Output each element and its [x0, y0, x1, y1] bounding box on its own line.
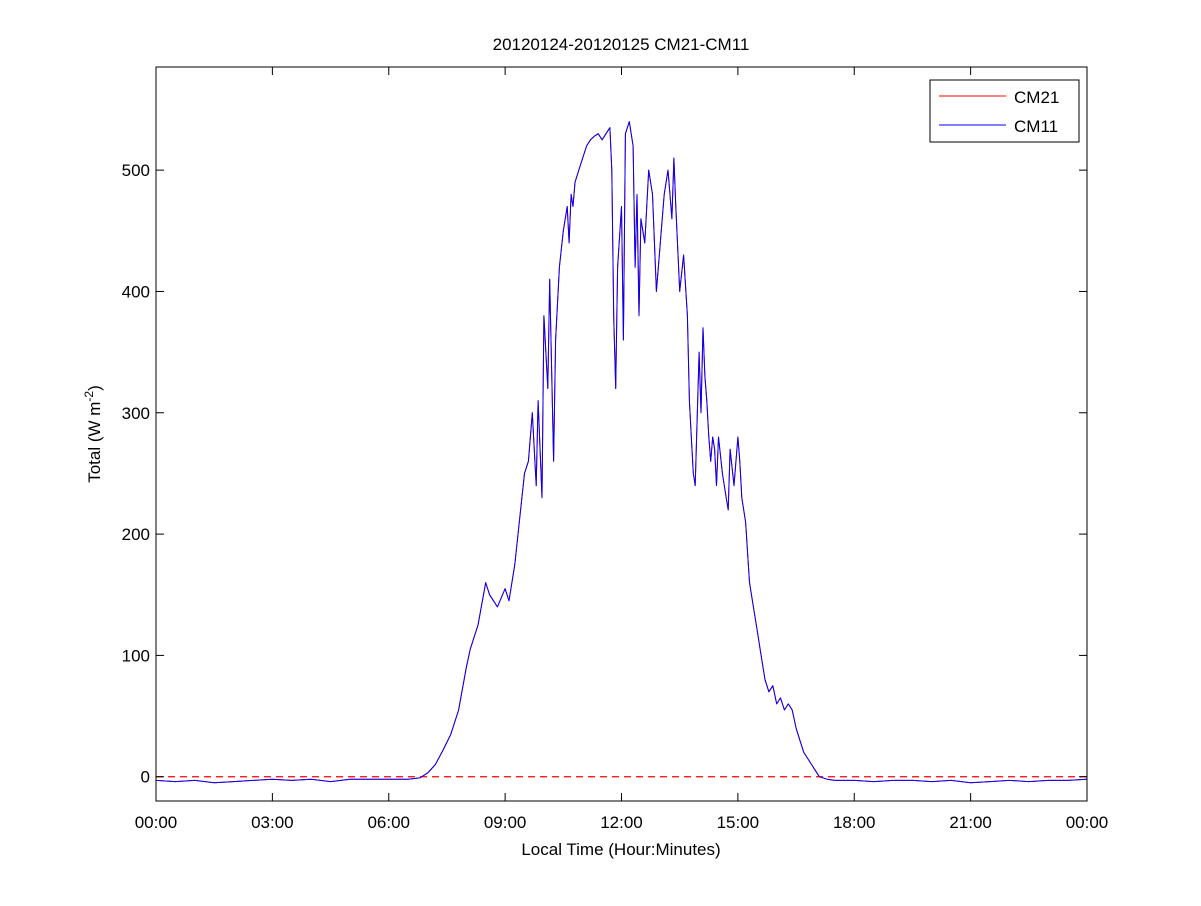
x-tick-label: 12:00: [600, 813, 643, 832]
x-tick-label: 00:00: [1066, 813, 1109, 832]
series-layer: [155, 121, 1088, 784]
x-tick-label: 09:00: [484, 813, 527, 832]
x-tick-label: 18:00: [833, 813, 876, 832]
legend-label-cm21: CM21: [1014, 88, 1059, 107]
y-axis-label-main: Total (W m: [85, 402, 104, 483]
y-tick-label: 300: [122, 404, 150, 423]
y-axis-label: Total (W m-2): [82, 385, 104, 483]
legend-label-cm11: CM11: [1014, 117, 1058, 136]
x-tick-label: 00:00: [135, 813, 178, 832]
series-line-cm11: [155, 121, 1088, 784]
chart-title: 20120124-20120125 CM21-CM11: [493, 35, 750, 54]
y-ticks: 0 100 200 300 400 500: [122, 161, 1087, 787]
legend-box: [929, 79, 1080, 143]
x-tick-label: 03:00: [251, 813, 294, 832]
y-tick-label: 500: [122, 161, 150, 180]
x-axis-label: Local Time (Hour:Minutes): [521, 840, 720, 859]
y-tick-label: 400: [122, 282, 150, 301]
legend: CM21 CM11: [929, 79, 1080, 143]
y-tick-label: 0: [141, 768, 150, 787]
x-tick-label: 15:00: [717, 813, 760, 832]
plot-area: [156, 67, 1087, 801]
x-tick-label: 21:00: [949, 813, 992, 832]
y-tick-label: 100: [122, 646, 150, 665]
y-axis-label-superscript: -2: [82, 391, 96, 402]
x-ticks: 00:00 03:00 06:00 09:00 12:00 15:00 18:00 21:00…: [135, 67, 1109, 832]
y-tick-label: 200: [122, 525, 150, 544]
x-tick-label: 06:00: [367, 813, 410, 832]
y-axis-label-close: ): [85, 385, 104, 391]
